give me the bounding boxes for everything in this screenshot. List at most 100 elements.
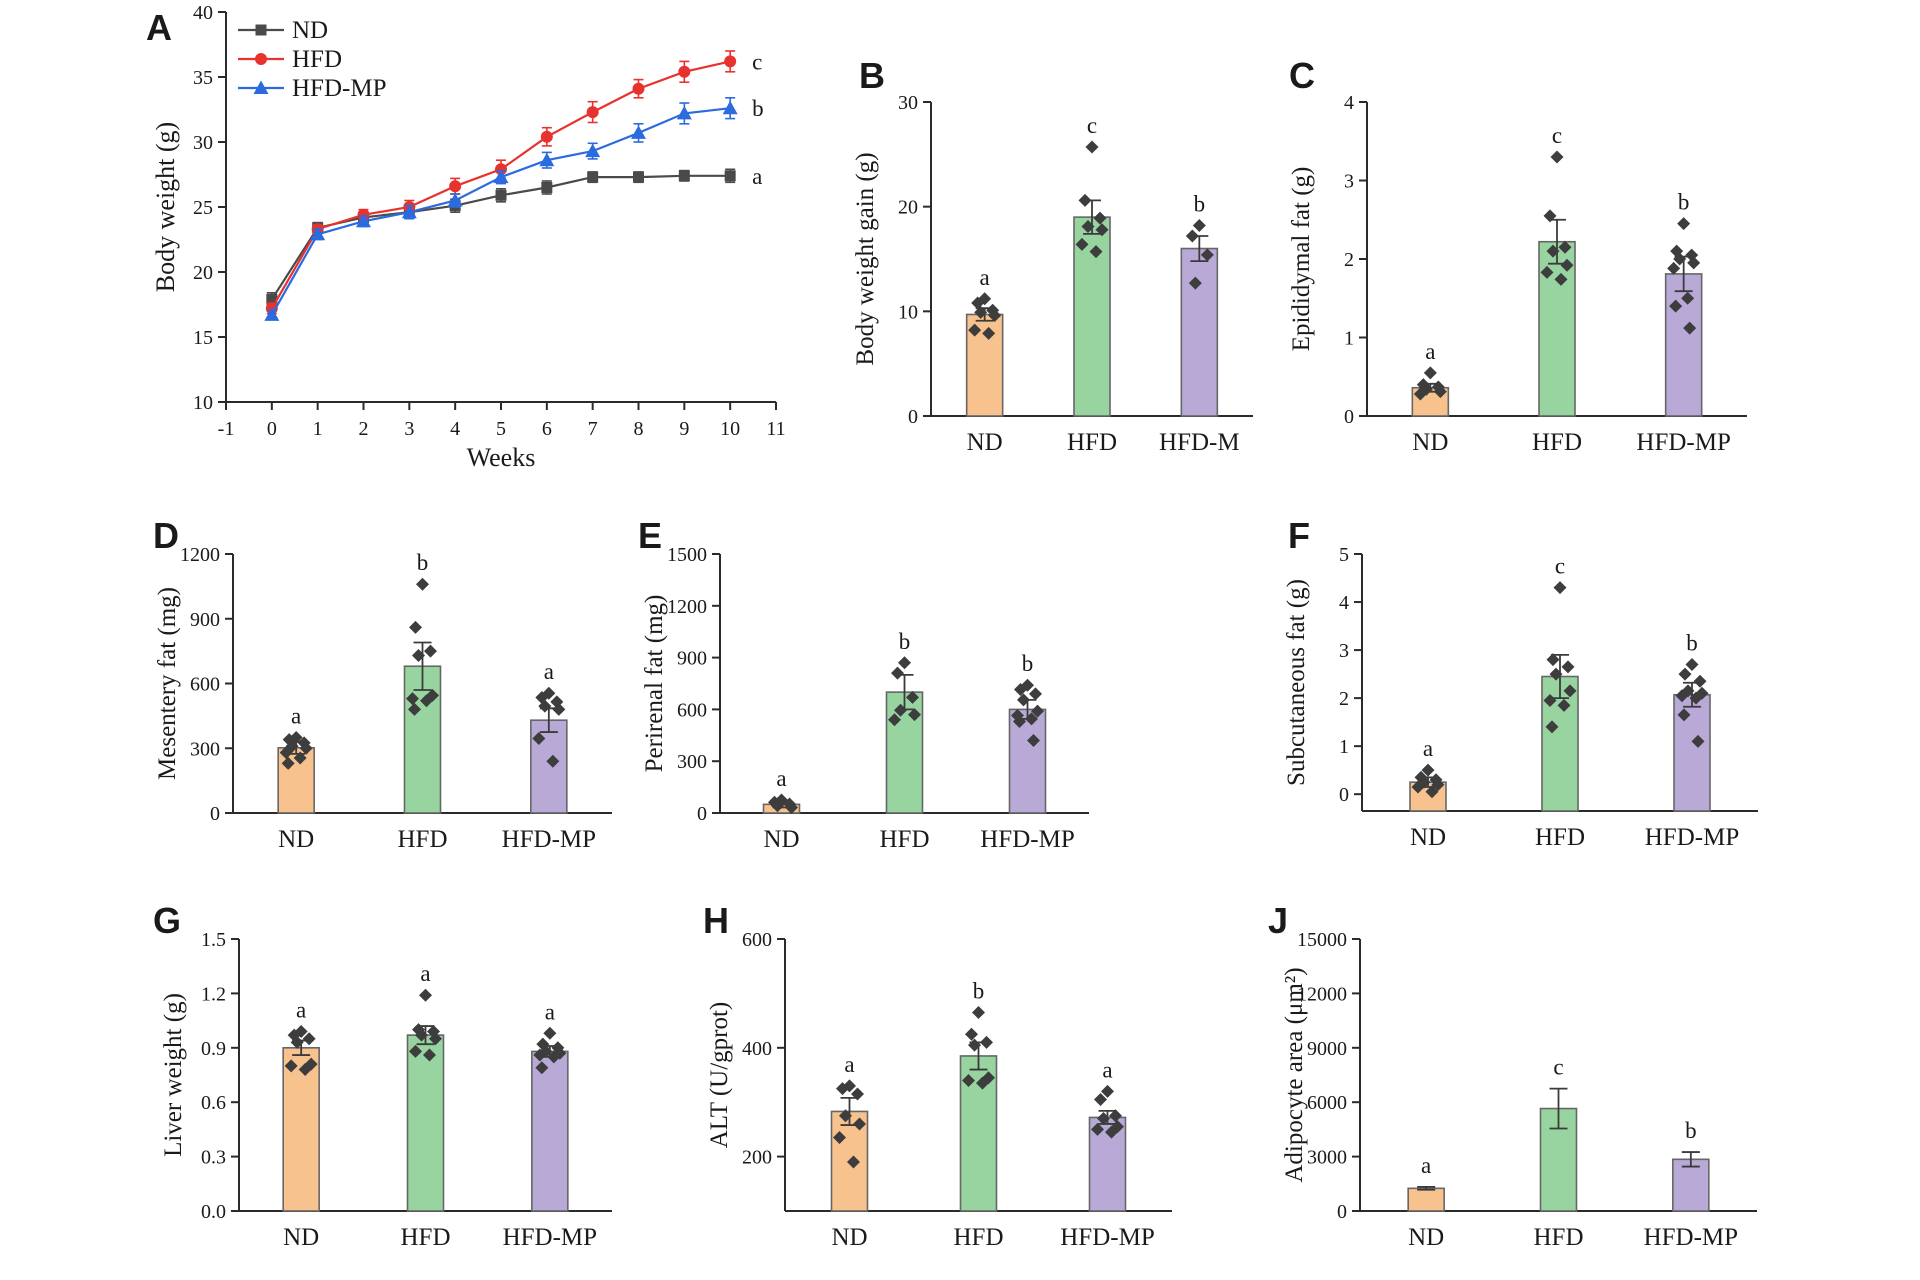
y-tick-label: 0.6 — [201, 1092, 226, 1114]
significance-letter: b — [1686, 630, 1698, 655]
scatter-points-HFD — [406, 577, 439, 716]
circle-marker — [255, 53, 267, 65]
scatter-points-ND — [968, 292, 1002, 340]
triangle-marker — [539, 152, 555, 167]
data-point — [1545, 720, 1559, 734]
panel-G-chart: G 0.0 0.3 0.6 0.9 1.2 1.5 Liver weight (g) a ND a H… — [153, 900, 612, 1251]
data-point — [1560, 258, 1574, 272]
data-point — [1097, 1112, 1110, 1126]
circle-marker — [495, 163, 507, 176]
bar-group-HFD-MP: a HFD-MP — [502, 659, 596, 853]
data-point — [423, 1048, 436, 1062]
significance-letter: a — [1421, 1153, 1431, 1178]
category-label: ND — [283, 1224, 319, 1251]
panel-E: E 0 300 600 900 1200 1500 Perirenal fat (mg) a ND… — [632, 508, 1107, 878]
data-point — [1421, 763, 1435, 777]
y-tick-label: 0 — [1344, 406, 1354, 428]
x-tick-label: 3 — [404, 418, 414, 440]
bar-group-HFD-MP: a HFD-MP — [503, 999, 597, 1251]
x-tick-label: 7 — [588, 418, 598, 440]
data-point — [536, 1037, 550, 1051]
triangle-marker — [722, 100, 738, 115]
y-tick-label: 3000 — [1307, 1147, 1347, 1169]
y-axis-title: Mesentery fat (mg) — [154, 587, 181, 780]
data-point — [988, 309, 1002, 323]
data-point — [533, 1048, 547, 1062]
data-point — [894, 703, 907, 717]
y-tick-label: 200 — [742, 1147, 772, 1169]
data-point — [1681, 291, 1695, 305]
x-tick-label: 11 — [766, 418, 785, 440]
data-point — [1677, 217, 1691, 231]
category-label: HFD — [1535, 824, 1585, 851]
data-point — [1673, 252, 1687, 266]
data-point — [1683, 321, 1697, 335]
significance-letter: a — [296, 997, 306, 1022]
data-point — [543, 1026, 557, 1040]
triangle-marker — [493, 169, 509, 184]
y-axis-title: Epididymal fat (g) — [1288, 167, 1315, 352]
significance-letter: b — [1022, 651, 1034, 676]
category-label: HFD — [879, 826, 929, 853]
y-tick-label: 400 — [742, 1038, 772, 1060]
data-point — [986, 303, 1000, 317]
bar-HFD-MP — [1008, 708, 1047, 814]
x-tick-label: 0 — [267, 418, 277, 440]
category-label: ND — [1412, 429, 1448, 456]
panel-label: G — [153, 900, 181, 941]
y-tick-label: 10 — [193, 392, 213, 414]
panel-A: A 10 15 20 25 30 35 40 -1 0 1 2 3 4 5 6 7 8 9 10 11 Weeks Body… — [140, 0, 830, 502]
significance-letter: a — [980, 265, 990, 290]
x-tick-label: 5 — [496, 418, 506, 440]
significance-letter: a — [844, 1052, 854, 1077]
data-point — [1675, 689, 1689, 703]
y-tick-label: 30 — [898, 92, 918, 114]
bar-group-HFD: c HFD — [1533, 1055, 1583, 1251]
y-tick-label: 300 — [190, 738, 220, 760]
y-tick-label: 4 — [1344, 92, 1354, 114]
data-point — [982, 326, 996, 340]
bar-group-ND: a ND — [277, 703, 315, 853]
panel-label: F — [1288, 515, 1310, 556]
data-point — [1417, 775, 1431, 789]
data-point — [968, 323, 982, 337]
end-label: b — [752, 96, 764, 121]
y-tick-label: 12000 — [1297, 983, 1347, 1005]
scatter-points-ND — [284, 1024, 318, 1077]
data-point — [429, 1032, 442, 1046]
data-point — [412, 648, 425, 662]
x-tick-label: 2 — [359, 418, 369, 440]
panel-label: C — [1289, 55, 1315, 96]
error-bar — [1417, 1185, 1436, 1191]
x-axis-title: Weeks — [467, 443, 536, 472]
y-tick-label: 2 — [1339, 688, 1349, 710]
y-axis-title: ALT (U/gprot) — [706, 1002, 733, 1149]
category-label: HFD-MP — [1644, 1224, 1738, 1251]
bar-group-HFD: a HFD — [400, 961, 450, 1251]
significance-letter: a — [1423, 736, 1433, 761]
bar-group-HFD-MP: a HFD-MP — [1060, 1057, 1154, 1251]
data-point — [1075, 237, 1089, 251]
bar-HFD-MP — [1664, 273, 1703, 417]
bar-HFD-MP — [531, 1050, 569, 1212]
data-point — [851, 1087, 864, 1101]
data-point — [1691, 734, 1705, 748]
panel-label: H — [703, 900, 729, 941]
y-tick-label: 1200 — [180, 544, 220, 566]
y-tick-label: 35 — [193, 67, 213, 89]
y-tick-label: 20 — [193, 262, 213, 284]
triangle-marker — [356, 213, 371, 228]
data-point — [891, 666, 904, 680]
data-point — [1669, 299, 1683, 313]
significance-letter: a — [1425, 339, 1435, 364]
panel-A-chart: A 10 15 20 25 30 35 40 -1 0 1 2 3 4 5 6 7 8 9 10 11 Weeks Body… — [146, 2, 786, 472]
error-bar — [1681, 1151, 1700, 1168]
significance-letter: b — [1685, 1118, 1697, 1143]
scatter-points-ND — [1411, 763, 1445, 799]
data-point — [287, 1028, 301, 1042]
panel-D: D 0 300 600 900 1200 Mesentery fat (mg) a ND b HFD… — [147, 508, 632, 878]
significance-letter: a — [291, 703, 301, 728]
panel-label: D — [153, 515, 179, 556]
panel-J: J 0 3000 6000 9000 12000 15000 Adipocyte area (… — [1262, 893, 1777, 1278]
